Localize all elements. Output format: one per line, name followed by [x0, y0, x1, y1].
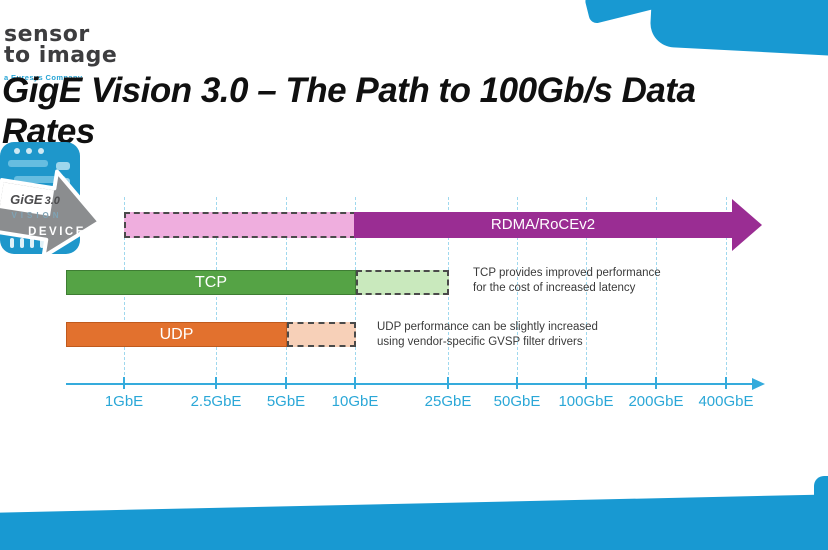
- logo-line1: sensor: [4, 22, 90, 47]
- x-axis-arrow-icon: [752, 378, 765, 390]
- device-arrow-icon: [0, 169, 102, 259]
- chip-trace: [14, 176, 66, 183]
- tick-label-2-5gbe: 2.5GbE: [190, 393, 242, 410]
- page-title-line1: GigE Vision 3.0 – The Path to 100Gb/s Da…: [2, 71, 696, 110]
- chip-component: [56, 162, 70, 170]
- rdma-bar-solid-segment: RDMA/RoCEv2: [354, 212, 732, 238]
- udp-annotation: UDP performance can be slightly increase…: [377, 320, 598, 350]
- logo-line2: to image: [4, 43, 118, 68]
- chip-trace: [8, 160, 48, 167]
- tickmark: [516, 377, 518, 389]
- chip-pin: [10, 238, 14, 248]
- tick-label-200gbe: 200GbE: [628, 393, 684, 410]
- tickmark: [354, 377, 356, 389]
- page-title: GigE Vision 3.0 – The Path to 100Gb/s Da…: [2, 70, 792, 152]
- tick-label-100gbe: 100GbE: [558, 393, 614, 410]
- tcp-annotation-line1: TCP provides improved performance: [473, 267, 661, 279]
- tickmark: [585, 377, 587, 389]
- device-version-text: 3.0: [44, 195, 60, 207]
- device-brand-text: GiGE: [10, 192, 43, 207]
- chip-pad: [38, 148, 44, 154]
- gridline-50gbe: [517, 197, 518, 385]
- x-axis-line: [66, 383, 754, 385]
- bottom-band-shape: [0, 493, 828, 550]
- chip-pin: [40, 238, 44, 248]
- bottom-right-tab-shape: [814, 476, 828, 522]
- tcp-bar-solid-segment: TCP: [66, 270, 356, 295]
- tick-label-10gbe: 10GbE: [331, 393, 379, 410]
- udp-bar-solid-segment: UDP: [66, 322, 287, 347]
- tickmark: [285, 377, 287, 389]
- rdma-bar-dashed-segment: [124, 212, 356, 238]
- gridline-200gbe: [656, 197, 657, 385]
- tcp-bar-dashed-segment: [356, 270, 449, 295]
- tick-label-50gbe: 50GbE: [493, 393, 541, 410]
- sensor-to-image-logo: sensor to image a Euresys Company: [4, 24, 117, 88]
- tick-label-1gbe: 1GbE: [104, 393, 144, 410]
- tickmark: [123, 377, 125, 389]
- chip-pin: [20, 238, 24, 248]
- chip-pad: [26, 148, 32, 154]
- udp-bar-dashed-segment: [287, 322, 356, 347]
- tickmark: [725, 377, 727, 389]
- tickmark: [655, 377, 657, 389]
- chip-pin: [30, 238, 34, 248]
- udp-annotation-line1: UDP performance can be slightly increase…: [377, 321, 598, 333]
- tcp-annotation: TCP provides improved performance for th…: [473, 266, 661, 296]
- tick-label-400gbe: 400GbE: [698, 393, 754, 410]
- tcp-annotation-line2: for the cost of increased latency: [473, 282, 636, 294]
- device-badge-label: DEVICE: [28, 226, 86, 238]
- device-badge-brand: GiGE 3.0: [5, 192, 65, 207]
- logo-tagline: a Euresys Company: [4, 73, 83, 82]
- gridline-100gbe: [586, 197, 587, 385]
- udp-annotation-line2: using vendor-specific GVSP filter driver…: [377, 336, 583, 348]
- tick-label-5gbe: 5GbE: [266, 393, 306, 410]
- tickmark: [447, 377, 449, 389]
- gridline-400gbe: [726, 197, 727, 385]
- tickmark: [215, 377, 217, 389]
- top-right-corner-shape: [649, 0, 828, 62]
- tick-label-25gbe: 25GbE: [424, 393, 472, 410]
- device-badge-vision: VISION: [11, 211, 63, 220]
- rdma-bar-arrowhead: [732, 199, 762, 251]
- chip-pad: [14, 148, 20, 154]
